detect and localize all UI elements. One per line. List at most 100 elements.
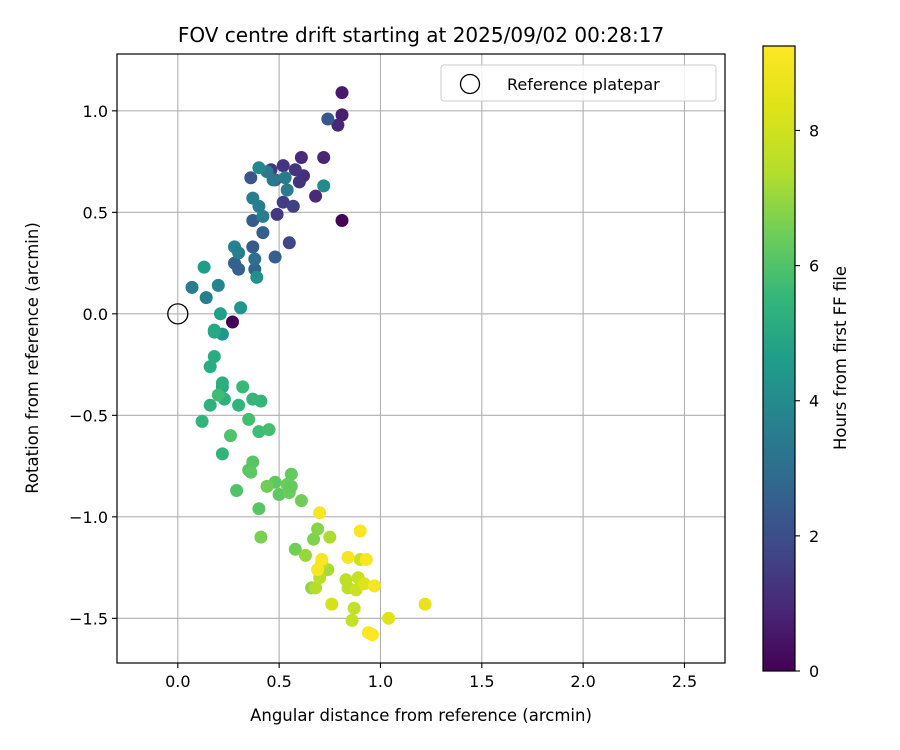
- scatter-point: [353, 524, 367, 538]
- scatter-point: [213, 307, 227, 321]
- scatter-point: [254, 394, 268, 408]
- scatter-point: [418, 597, 432, 611]
- scatter-point: [317, 179, 331, 193]
- reference-platepar-marker: [167, 303, 189, 325]
- scatter-point: [185, 280, 199, 294]
- legend-label: Reference platepar: [507, 75, 660, 94]
- scatter-point: [335, 108, 349, 122]
- x-axis-label: Angular distance from reference (arcmin): [250, 706, 592, 725]
- scatter-point: [365, 628, 379, 642]
- scatter-point: [244, 465, 258, 479]
- scatter-point: [288, 163, 302, 177]
- legend: Reference platepar: [440, 64, 717, 102]
- x-tick-label: 1.5: [469, 672, 494, 691]
- scatter-point: [313, 506, 327, 520]
- colorbar-tick-label: 4: [809, 392, 819, 411]
- scatter-point: [325, 597, 339, 611]
- scatter-point: [299, 548, 312, 562]
- colorbar-label: Hours from first FF file: [831, 266, 850, 450]
- colorbar-gradient: [762, 45, 796, 672]
- scatter-point: [246, 214, 260, 227]
- y-tick-label: 1.0: [83, 102, 108, 121]
- scatter-point: [367, 579, 381, 593]
- legend-marker-open-circle: [459, 73, 481, 95]
- scatter-point: [272, 488, 286, 501]
- scatter-point: [294, 151, 308, 164]
- scatter-point: [294, 494, 308, 508]
- scatter-point: [252, 502, 266, 516]
- scatter-point: [254, 530, 268, 544]
- scatter-point: [203, 398, 217, 412]
- scatter-point: [347, 601, 361, 615]
- x-tick-label: 0.5: [266, 672, 291, 691]
- scatter-point: [262, 423, 276, 437]
- chart-title: FOV centre drift starting at 2025/09/02 …: [178, 23, 664, 47]
- scatter-point: [199, 291, 213, 305]
- scatter-point: [211, 388, 225, 402]
- scatter-point: [382, 611, 396, 625]
- x-tick-label: 2.5: [672, 672, 697, 691]
- scatter-point: [246, 191, 260, 205]
- scatter-point: [307, 532, 321, 546]
- y-tick-label: −0.5: [69, 406, 108, 425]
- scatter-point: [284, 467, 298, 481]
- y-tick-label: −1.5: [69, 609, 108, 628]
- scatter-point: [311, 563, 325, 577]
- scatter-point: [232, 398, 246, 412]
- grid: [117, 54, 725, 663]
- scatter-point: [270, 207, 284, 221]
- scatter-point: [311, 522, 325, 536]
- scatter-point: [232, 246, 246, 260]
- scatter-point: [276, 159, 290, 173]
- x-tick-label: 1.0: [368, 672, 393, 691]
- scatter-point: [315, 553, 329, 566]
- scatter-point: [232, 262, 246, 276]
- colorbar: 0 2 4 6 8 Hours from first FF file: [762, 45, 850, 681]
- scatter-point: [323, 530, 337, 544]
- legend-box: [440, 64, 717, 102]
- scatter-point: [215, 376, 229, 390]
- colorbar-tick-label: 8: [809, 121, 819, 140]
- scatter-point: [244, 171, 258, 185]
- colorbar-tick-label: 2: [809, 527, 819, 546]
- scatter-point: [278, 171, 292, 185]
- scatter-point: [252, 425, 266, 439]
- scatter-point: [286, 199, 300, 213]
- scatter-point: [246, 240, 260, 254]
- scatter-point: [331, 118, 345, 132]
- scatter-point: [260, 479, 274, 493]
- scatter-point: [256, 209, 270, 223]
- scatter-point: [195, 414, 209, 428]
- scatter-point: [292, 175, 306, 189]
- y-axis-ticks: 1.0 0.5 0.0 −0.5 −1.0 −1.5: [69, 102, 117, 628]
- scatter-point: [345, 613, 359, 627]
- scatter-point: [215, 447, 229, 461]
- scatter-point: [341, 550, 355, 564]
- scatter-point: [359, 553, 373, 566]
- y-tick-label: 0.5: [83, 203, 108, 222]
- scatter-point: [248, 252, 262, 266]
- scatter-point: [357, 577, 371, 591]
- scatter-point: [268, 250, 282, 264]
- scatter-point: [317, 151, 331, 164]
- scatter-point: [207, 350, 221, 363]
- scatter-point: [252, 161, 266, 175]
- scatter-point: [321, 112, 335, 126]
- scatter-point: [284, 479, 298, 493]
- scatter-point: [224, 429, 237, 443]
- scatter-point: [203, 360, 217, 374]
- colorbar-tick-label: 6: [809, 257, 819, 276]
- scatter-point: [280, 183, 294, 197]
- scatter-point: [197, 260, 211, 274]
- colorbar-tick-label: 0: [809, 662, 819, 681]
- scatter-point: [276, 195, 290, 209]
- scatter-point: [236, 380, 250, 394]
- scatter-point: [230, 484, 244, 497]
- scatter-point: [256, 226, 270, 240]
- scatter-point: [335, 86, 349, 100]
- colorbar-ticks: 0 2 4 6 8: [795, 121, 819, 681]
- scatter-point: [207, 325, 221, 339]
- data-points: [167, 86, 432, 642]
- plot-frame: [116, 53, 726, 664]
